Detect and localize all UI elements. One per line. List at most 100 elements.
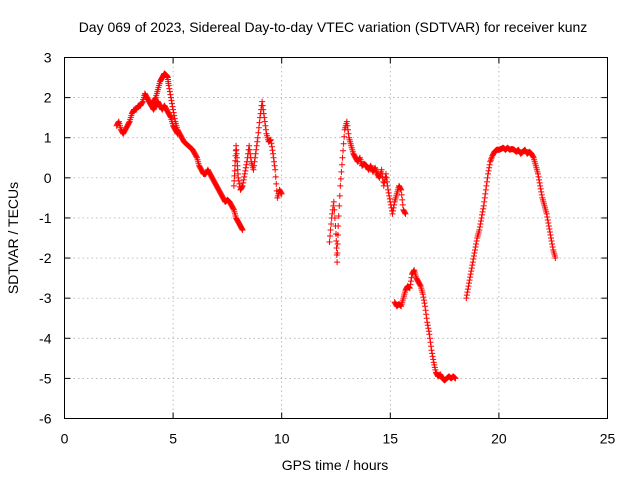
data-point bbox=[472, 244, 479, 251]
data-point bbox=[407, 281, 414, 288]
data-point bbox=[239, 182, 246, 189]
data-point bbox=[255, 129, 262, 136]
data-point bbox=[430, 359, 437, 366]
data-point bbox=[335, 212, 342, 219]
data-point bbox=[537, 182, 544, 189]
data-point bbox=[242, 167, 249, 174]
data-point bbox=[239, 225, 246, 232]
data-point bbox=[345, 130, 352, 137]
data-point bbox=[278, 190, 285, 197]
data-point bbox=[484, 174, 491, 181]
data-point bbox=[481, 194, 488, 201]
data-point bbox=[335, 222, 342, 229]
data-point bbox=[384, 182, 391, 189]
y-tick-label: 3 bbox=[44, 50, 52, 66]
data-point bbox=[391, 201, 398, 208]
data-point bbox=[543, 210, 550, 217]
data-point bbox=[552, 255, 559, 262]
data-point bbox=[397, 185, 404, 192]
data-point bbox=[408, 274, 415, 281]
data-point bbox=[547, 231, 554, 238]
data-point bbox=[451, 374, 458, 381]
data-point bbox=[241, 173, 248, 180]
y-tick-label: -3 bbox=[39, 290, 52, 306]
data-point bbox=[538, 191, 545, 198]
data-point bbox=[424, 319, 431, 326]
data-point bbox=[340, 147, 347, 154]
data-point bbox=[548, 238, 555, 245]
data-point bbox=[390, 207, 397, 214]
data-point bbox=[428, 343, 435, 350]
series-segment-1 bbox=[113, 70, 246, 233]
data-point bbox=[382, 173, 389, 180]
data-point bbox=[241, 170, 248, 177]
plot-frame bbox=[64, 57, 608, 419]
data-point bbox=[272, 166, 279, 173]
data-point bbox=[356, 155, 363, 162]
data-point bbox=[327, 232, 334, 239]
data-point bbox=[336, 192, 343, 199]
data-point bbox=[268, 143, 275, 150]
series-segment-2 bbox=[230, 98, 285, 201]
data-point bbox=[270, 154, 277, 161]
data-point bbox=[382, 170, 389, 177]
data-point bbox=[171, 115, 178, 122]
data-point bbox=[407, 278, 414, 285]
grid bbox=[64, 57, 608, 419]
data-point bbox=[236, 180, 243, 187]
data-points bbox=[113, 70, 559, 384]
data-point bbox=[167, 94, 174, 101]
data-point bbox=[262, 122, 269, 129]
data-point bbox=[464, 289, 471, 296]
data-point bbox=[173, 129, 180, 136]
data-point bbox=[267, 137, 274, 144]
data-point bbox=[253, 146, 260, 153]
data-point bbox=[421, 300, 428, 307]
data-point bbox=[466, 280, 473, 287]
data-point bbox=[250, 166, 257, 173]
data-point bbox=[464, 286, 471, 293]
data-point bbox=[268, 140, 275, 147]
data-point bbox=[398, 191, 405, 198]
data-point bbox=[480, 205, 487, 212]
data-point bbox=[334, 231, 341, 238]
y-tick-label: -4 bbox=[39, 330, 52, 346]
data-point bbox=[479, 211, 486, 218]
data-point bbox=[452, 375, 459, 382]
data-point bbox=[410, 268, 417, 275]
data-point bbox=[463, 295, 470, 302]
data-point bbox=[431, 364, 438, 371]
data-point bbox=[478, 214, 485, 221]
y-tick-label: -1 bbox=[39, 210, 52, 226]
data-point bbox=[485, 170, 492, 177]
data-point bbox=[167, 91, 174, 98]
data-point bbox=[232, 147, 239, 154]
y-tick-label: 1 bbox=[44, 130, 52, 146]
data-point bbox=[242, 164, 249, 171]
data-point bbox=[530, 153, 537, 160]
data-point bbox=[340, 140, 347, 147]
data-point bbox=[338, 161, 345, 168]
y-tick-label: 2 bbox=[44, 90, 52, 106]
data-point bbox=[423, 311, 430, 318]
data-point bbox=[480, 202, 487, 209]
data-point bbox=[262, 126, 269, 133]
data-point bbox=[174, 130, 181, 137]
data-point bbox=[336, 202, 343, 209]
data-point bbox=[430, 356, 437, 363]
data-point bbox=[331, 206, 338, 213]
data-point bbox=[339, 154, 346, 161]
data-point bbox=[546, 228, 553, 235]
data-point bbox=[169, 103, 176, 110]
data-point bbox=[334, 259, 341, 266]
data-point bbox=[271, 162, 278, 169]
data-point bbox=[167, 113, 174, 120]
data-point bbox=[423, 315, 430, 322]
data-point bbox=[406, 284, 413, 291]
data-point bbox=[536, 179, 543, 186]
data-point bbox=[231, 172, 238, 179]
data-point bbox=[483, 178, 490, 185]
data-point bbox=[463, 292, 470, 299]
data-point bbox=[261, 114, 268, 121]
